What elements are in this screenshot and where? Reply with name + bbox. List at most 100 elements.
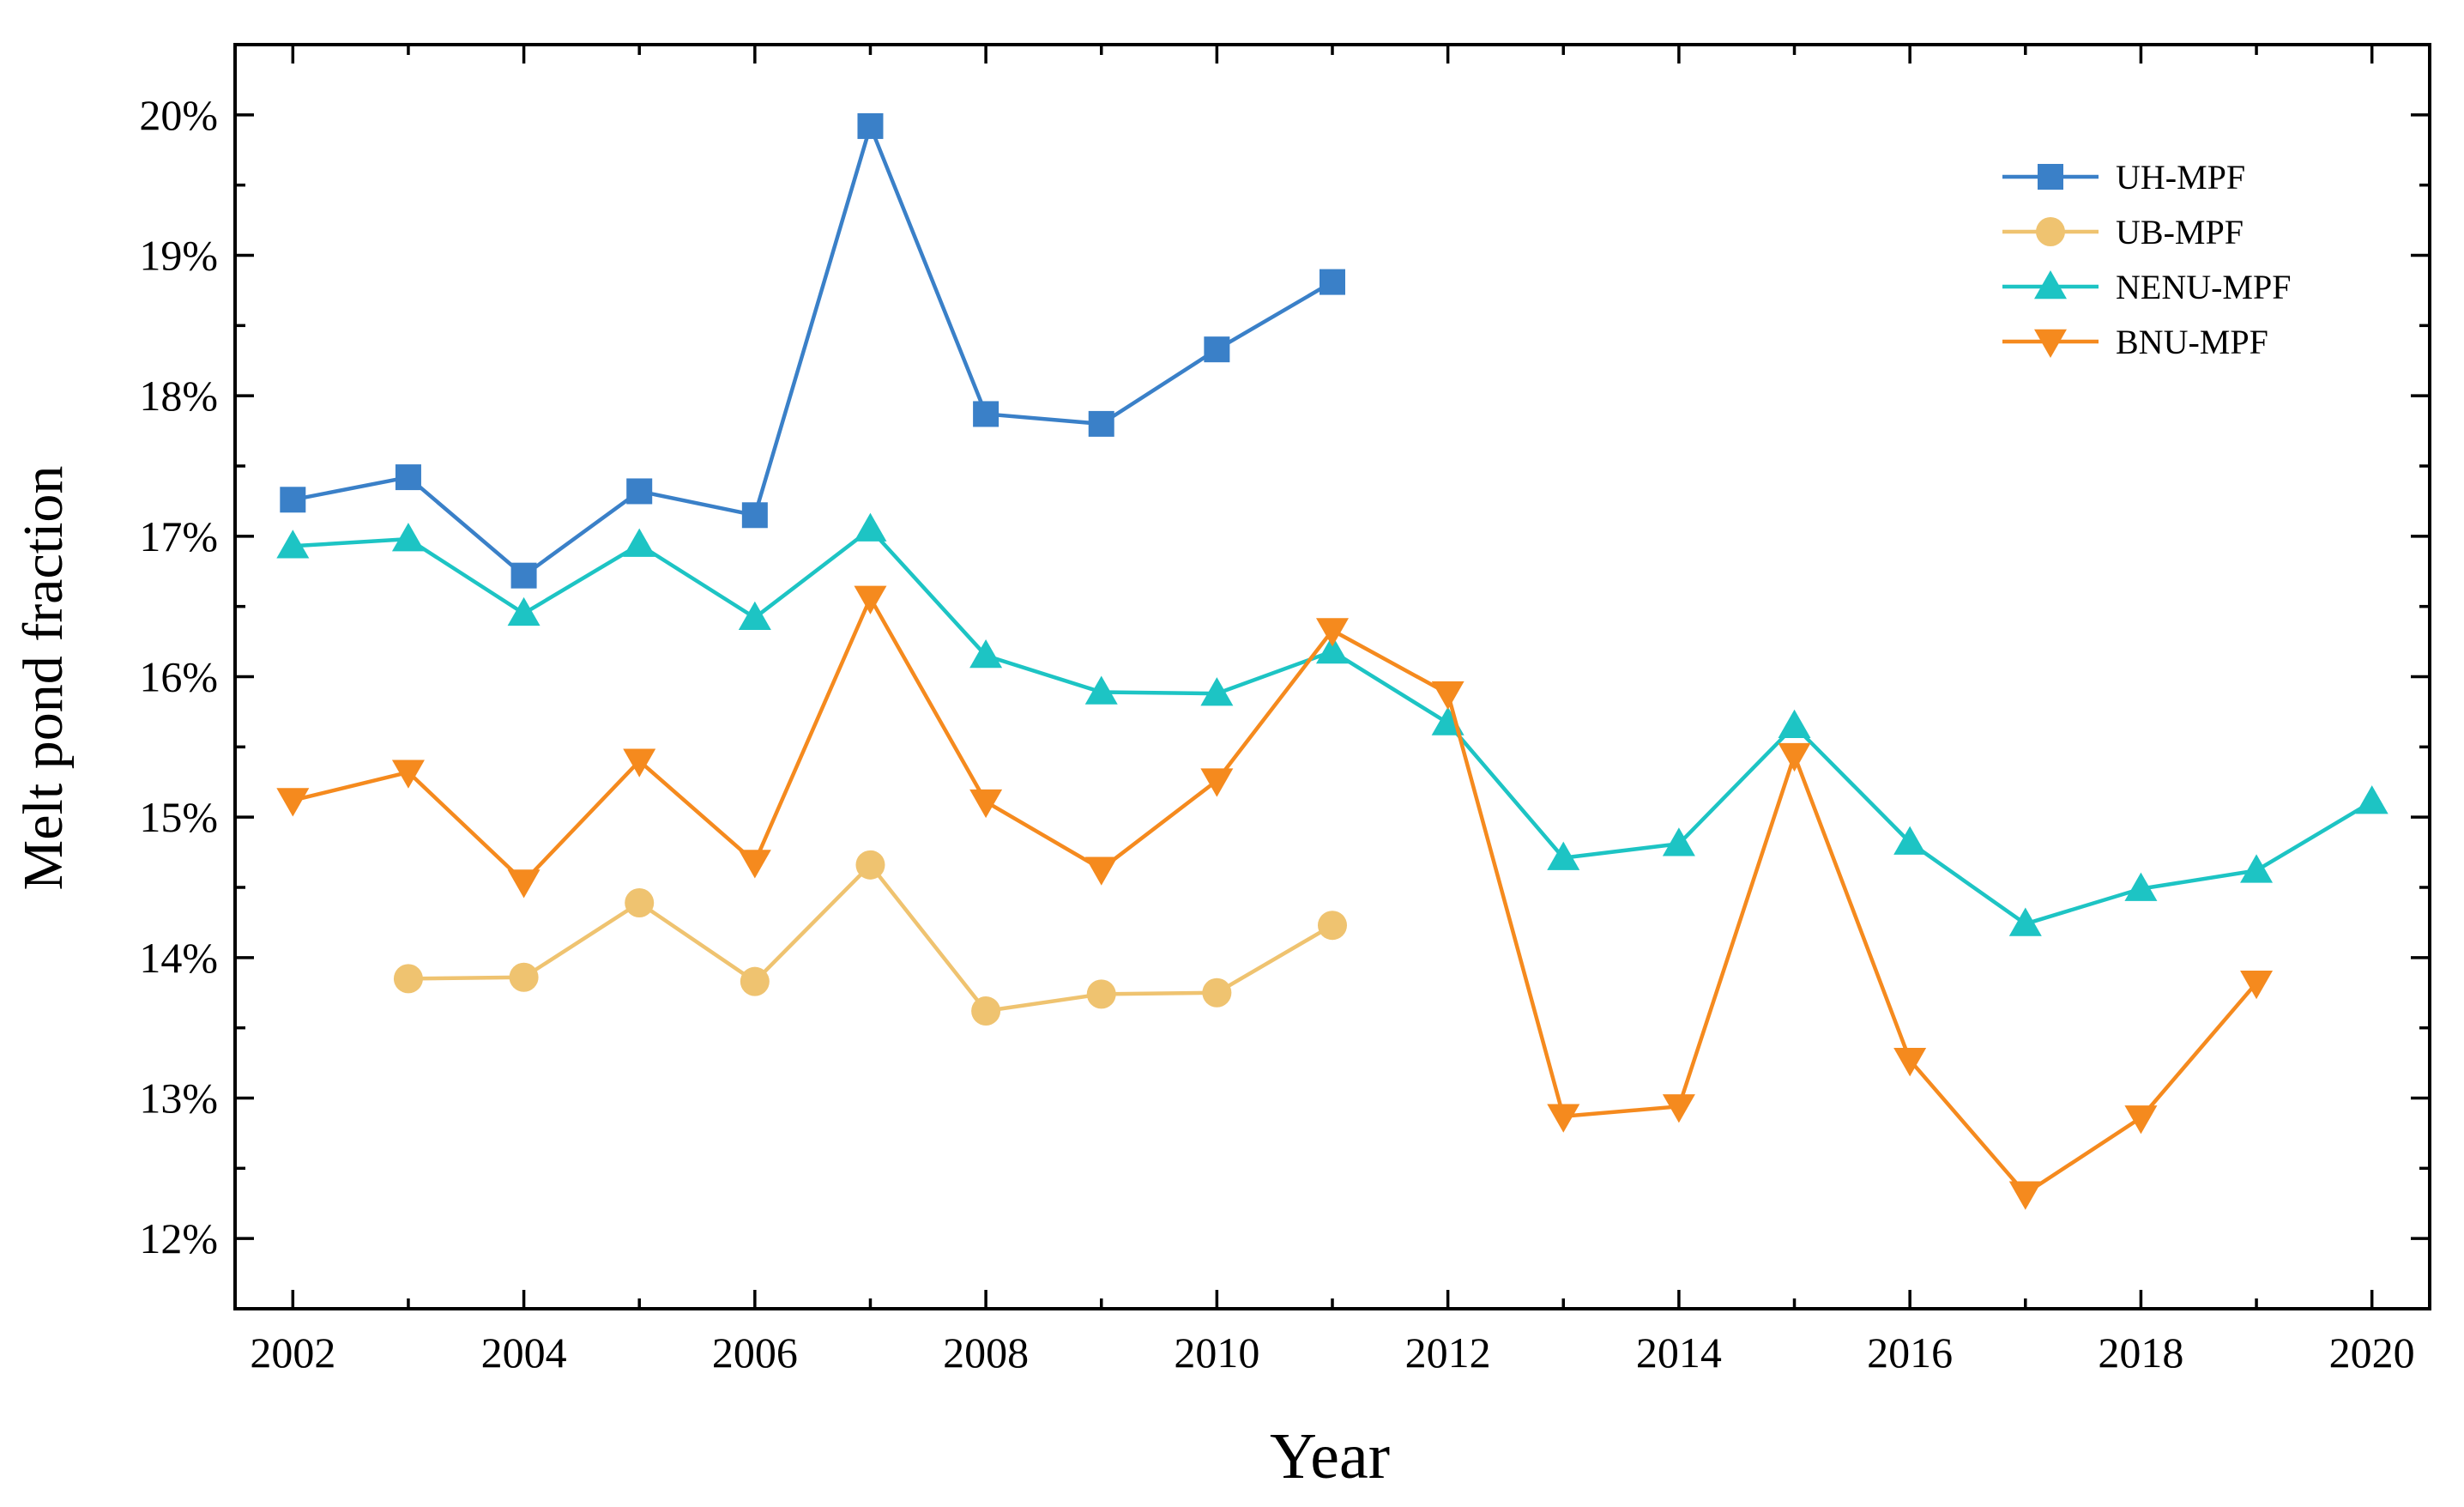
data-point bbox=[1893, 1048, 1927, 1077]
data-point bbox=[1200, 677, 1234, 706]
data-point bbox=[738, 601, 771, 631]
data-point bbox=[623, 528, 656, 557]
data-point bbox=[1204, 336, 1230, 363]
data-point bbox=[1316, 635, 1349, 664]
y-tick-label: 12% bbox=[139, 1214, 218, 1262]
legend-marker bbox=[2034, 329, 2067, 358]
data-point bbox=[2355, 785, 2389, 814]
x-tick-label: 2006 bbox=[712, 1328, 798, 1377]
data-point bbox=[1662, 827, 1695, 856]
legend-marker bbox=[2038, 164, 2063, 190]
series-uh-mpf bbox=[280, 112, 1345, 589]
y-tick-label: 14% bbox=[139, 934, 218, 982]
x-tick-label: 2018 bbox=[2098, 1328, 2183, 1377]
data-point bbox=[1893, 826, 1927, 855]
legend-item: UB-MPF bbox=[2002, 213, 2244, 251]
series-line bbox=[292, 124, 1334, 578]
data-point bbox=[391, 523, 425, 552]
legend-item: BNU-MPF bbox=[2002, 323, 2268, 361]
data-point bbox=[1431, 681, 1465, 711]
data-point bbox=[276, 530, 310, 559]
series-line bbox=[292, 596, 2258, 1196]
data-point bbox=[1202, 977, 1232, 1008]
x-tick-label: 2012 bbox=[1405, 1328, 1491, 1377]
legend-marker bbox=[2034, 270, 2067, 300]
data-point bbox=[391, 760, 425, 789]
data-point bbox=[971, 996, 1001, 1026]
data-point bbox=[280, 487, 306, 513]
legend-item: UH-MPF bbox=[2002, 158, 2245, 197]
data-point bbox=[1778, 742, 1811, 772]
data-point bbox=[2008, 907, 2042, 936]
data-point bbox=[626, 478, 653, 505]
data-point bbox=[393, 964, 423, 994]
y-tick-label: 15% bbox=[139, 793, 218, 841]
data-point bbox=[2240, 971, 2274, 1000]
data-point bbox=[854, 585, 887, 614]
data-point bbox=[857, 112, 884, 139]
y-tick-label: 20% bbox=[139, 91, 218, 139]
data-point bbox=[276, 788, 310, 817]
data-point bbox=[1200, 768, 1234, 797]
x-tick-label: 2010 bbox=[1174, 1328, 1259, 1377]
data-point bbox=[854, 512, 887, 542]
data-point bbox=[1084, 856, 1118, 886]
data-point bbox=[1778, 709, 1811, 739]
data-point bbox=[969, 639, 1003, 669]
data-point bbox=[1318, 911, 1347, 941]
data-point bbox=[1547, 1104, 1580, 1133]
x-tick-label: 2004 bbox=[481, 1328, 567, 1377]
data-point bbox=[1088, 410, 1114, 437]
y-tick-label: 16% bbox=[139, 653, 218, 701]
data-point bbox=[1320, 269, 1345, 295]
data-point bbox=[395, 464, 421, 491]
data-point bbox=[507, 596, 541, 626]
x-tick-label: 2002 bbox=[250, 1328, 335, 1377]
data-point bbox=[2124, 1105, 2158, 1135]
series-line bbox=[293, 527, 2373, 926]
series-ub-mpf bbox=[393, 850, 1347, 1026]
data-point bbox=[2124, 872, 2158, 901]
y-tick-label: 19% bbox=[139, 232, 218, 280]
axes: 2002 2004 2006 2008 2010 2012 2014 2016 2018 2020… bbox=[139, 43, 2431, 1377]
data-point bbox=[1547, 841, 1580, 870]
series-nenu-mpf bbox=[276, 512, 2389, 936]
legend-item: NENU-MPF bbox=[2002, 268, 2291, 306]
data-point bbox=[509, 962, 539, 992]
legend-label: UH-MPF bbox=[2116, 158, 2245, 197]
legend-label: UB-MPF bbox=[2116, 213, 2244, 251]
legend-marker bbox=[2036, 217, 2065, 246]
data-point bbox=[623, 748, 656, 778]
series-line bbox=[408, 862, 1334, 1014]
data-point bbox=[855, 850, 885, 880]
legend-label: NENU-MPF bbox=[2116, 268, 2291, 306]
data-point bbox=[510, 562, 537, 589]
data-point bbox=[1086, 979, 1116, 1009]
data-point bbox=[1084, 675, 1118, 705]
x-axis-title: Year bbox=[1270, 1420, 1390, 1492]
data-point bbox=[973, 401, 999, 427]
series-layer bbox=[276, 112, 2389, 1210]
y-tick-label: 17% bbox=[139, 512, 218, 560]
data-point bbox=[738, 850, 771, 879]
data-point bbox=[625, 888, 655, 918]
legend-label: BNU-MPF bbox=[2116, 323, 2268, 361]
y-tick-label: 18% bbox=[139, 372, 218, 420]
series-bnu-mpf bbox=[276, 585, 2274, 1210]
data-point bbox=[969, 789, 1003, 819]
data-point bbox=[1316, 618, 1349, 647]
data-point bbox=[740, 966, 770, 996]
x-tick-label: 2020 bbox=[2329, 1328, 2415, 1377]
data-point bbox=[507, 869, 541, 899]
x-tick-label: 2008 bbox=[943, 1328, 1029, 1377]
x-tick-label: 2014 bbox=[1636, 1328, 1722, 1377]
data-point bbox=[2240, 854, 2274, 883]
data-point bbox=[1662, 1094, 1695, 1123]
data-point bbox=[741, 502, 768, 529]
plot-frame bbox=[233, 43, 2431, 1310]
y-axis-title: Melt pond fraction bbox=[12, 466, 75, 891]
x-tick-label: 2016 bbox=[1867, 1328, 1953, 1377]
data-point bbox=[2008, 1181, 2042, 1210]
